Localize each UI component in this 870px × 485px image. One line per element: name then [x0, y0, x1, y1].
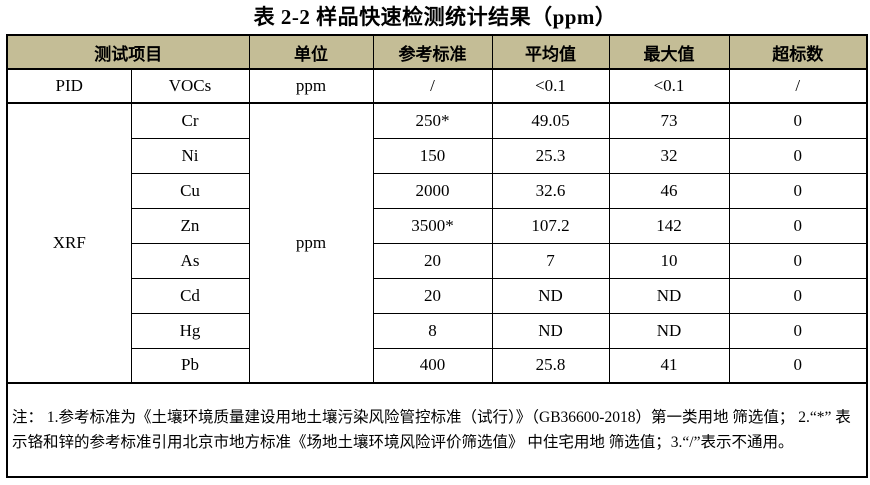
reference-cell: 3500* [372, 207, 493, 244]
reference-cell: 250* [372, 102, 493, 139]
exceed-cell: 0 [728, 277, 868, 314]
max-cell: 73 [608, 102, 730, 139]
table-row-zn: Zn 3500* 107.2 142 0 [7, 207, 868, 244]
xrf-unit-cell: ppm [248, 102, 374, 384]
stats-table: 测试项目 单位 参考标准 平均值 最大值 超标数 PID VOCs ppm / … [6, 34, 868, 478]
exceed-cell: 0 [728, 207, 868, 244]
item-cell: Cu [130, 172, 250, 209]
max-cell: 32 [608, 137, 730, 174]
reference-cell: 20 [372, 242, 493, 279]
item-cell: As [130, 242, 250, 279]
max-cell: ND [608, 277, 730, 314]
average-cell: ND [491, 277, 610, 314]
average-cell: 107.2 [491, 207, 610, 244]
exceed-cell: 0 [728, 242, 868, 279]
max-cell: ND [608, 312, 730, 349]
reference-cell: 20 [372, 277, 493, 314]
table-footnote: 注： 1.参考标准为《土壤环境质量建设用地土壤污染风险管控标准（试行）》（GB3… [6, 382, 868, 478]
table-row-cu: Cu 2000 32.6 46 0 [7, 172, 868, 209]
pid-reference-cell: / [372, 68, 493, 104]
average-cell: 32.6 [491, 172, 610, 209]
table-title: 表 2-2 样品快速检测统计结果（ppm） [253, 5, 617, 29]
pid-group-cell: PID [6, 68, 132, 104]
header-row: 测试项目 单位 参考标准 平均值 最大值 超标数 [6, 34, 868, 70]
exceed-cell: 0 [728, 172, 868, 209]
header-average: 平均值 [491, 34, 610, 70]
item-cell: Cr [130, 102, 250, 139]
header-max: 最大值 [608, 34, 730, 70]
max-cell: 46 [608, 172, 730, 209]
pid-item-cell: VOCs [130, 68, 250, 104]
item-cell: Cd [130, 277, 250, 314]
table-row-pid: PID VOCs ppm / <0.1 <0.1 / [6, 68, 868, 104]
average-cell: 25.3 [491, 137, 610, 174]
pid-unit-cell: ppm [248, 68, 374, 104]
pid-exceed-cell: / [728, 68, 868, 104]
header-test-item: 测试项目 [6, 34, 250, 70]
header-unit: 单位 [248, 34, 374, 70]
max-cell: 10 [608, 242, 730, 279]
table-row-hg: Hg 8 ND ND 0 [7, 312, 868, 349]
xrf-group-cell: XRF [6, 102, 132, 384]
header-reference: 参考标准 [372, 34, 493, 70]
table-row-as: As 20 7 10 0 [7, 242, 868, 279]
pid-max-cell: <0.1 [608, 68, 730, 104]
exceed-cell: 0 [728, 312, 868, 349]
table-row-cd: Cd 20 ND ND 0 [7, 277, 868, 314]
reference-cell: 2000 [372, 172, 493, 209]
exceed-cell: 0 [728, 102, 868, 139]
header-exceed-count: 超标数 [728, 34, 868, 70]
exceed-cell: 0 [728, 137, 868, 174]
pid-average-cell: <0.1 [491, 68, 610, 104]
table-row-cr: XRF Cr ppm 250* 49.05 73 0 [6, 102, 868, 384]
average-cell: 25.8 [491, 347, 610, 384]
max-cell: 142 [608, 207, 730, 244]
item-cell: Zn [130, 207, 250, 244]
average-cell: 49.05 [491, 102, 610, 139]
item-cell: Hg [130, 312, 250, 349]
reference-cell: 150 [372, 137, 493, 174]
max-cell: 41 [608, 347, 730, 384]
reference-cell: 400 [372, 347, 493, 384]
item-cell: Ni [130, 137, 250, 174]
average-cell: ND [491, 312, 610, 349]
note-row: 注： 1.参考标准为《土壤环境质量建设用地土壤污染风险管控标准（试行）》（GB3… [6, 382, 868, 478]
table-row-ni: Ni 150 25.3 32 0 [7, 137, 868, 174]
exceed-cell: 0 [728, 347, 868, 384]
table-row-pb: Pb 400 25.8 41 0 [7, 347, 868, 384]
item-cell: Pb [130, 347, 250, 384]
reference-cell: 8 [372, 312, 493, 349]
average-cell: 7 [491, 242, 610, 279]
